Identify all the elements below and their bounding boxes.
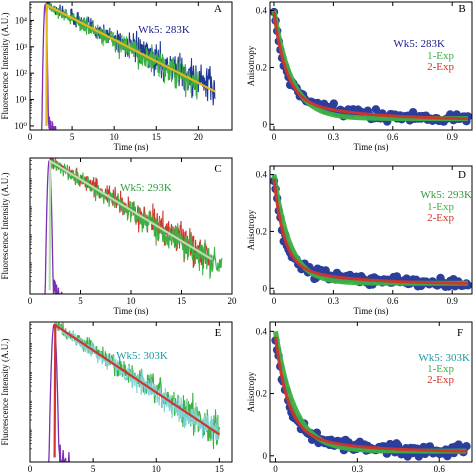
plot-frame xyxy=(29,157,233,295)
x-tick-label: 10 xyxy=(110,132,120,142)
x-tick-label: 10 xyxy=(152,464,162,474)
anisotropy-data-point xyxy=(329,99,338,108)
x-tick-label: 0 xyxy=(28,464,33,474)
plot-frame xyxy=(269,321,473,463)
x-tick-label: 15 xyxy=(152,132,162,142)
decay-data-trace xyxy=(54,322,220,458)
panel-d: 0 0.3 0.6 0.9 0 0.2 0.4 Time (ns) Anisotropy D Wk5… xyxy=(246,165,473,316)
panel-a: 0 5 10 15 20 10⁰ 10¹ 10² 10³ 10⁴ Time (ns) Fluoresc… xyxy=(0,1,233,152)
plot-frame xyxy=(269,165,473,295)
x-tick-label: 0.3 xyxy=(328,296,340,306)
plot-frame xyxy=(29,321,233,463)
fit-2-exp-curve xyxy=(272,11,469,121)
y-tick-label: 0.4 xyxy=(256,170,268,180)
plot-area xyxy=(270,174,472,291)
y-axis-label: Anisotropy xyxy=(246,45,256,86)
panel-letter: E xyxy=(215,327,222,339)
plot-area xyxy=(270,7,472,126)
fit-curve xyxy=(48,158,213,290)
x-tick-label: 0 xyxy=(272,296,277,306)
legend-entry-1-exp: 1-Exp xyxy=(427,363,454,375)
plot-area xyxy=(44,158,223,294)
plot-area xyxy=(40,2,216,130)
legend-entry-1-exp: 1-Exp xyxy=(427,50,454,62)
panel-letter: C xyxy=(214,163,221,175)
x-tick-label: 0.9 xyxy=(447,296,459,306)
y-tick-label: 0 xyxy=(263,283,268,293)
y-axis-label: Anisotropy xyxy=(246,371,256,412)
y-tick-label: 10¹ xyxy=(15,95,27,105)
x-tick-label: 0 xyxy=(273,464,278,474)
y-axis-label: Fluorescence Intensity (A.U.) xyxy=(0,173,10,280)
irf-curve xyxy=(47,323,71,462)
x-tick-label: 10 xyxy=(127,296,137,306)
y-tick-label: 0 xyxy=(263,119,268,129)
x-axis-label: Time (ns) xyxy=(114,306,149,316)
y-tick-label: 10⁴ xyxy=(15,15,27,25)
x-axis-label: Time (ns) xyxy=(114,142,149,152)
sample-annotation: Wk5: 283K xyxy=(138,24,190,36)
legend-entry-2-exp: 2-Exp xyxy=(427,374,454,386)
plot-area xyxy=(47,322,221,462)
y-tick-label: 0.2 xyxy=(256,389,267,399)
x-tick-label: 5 xyxy=(91,464,96,474)
x-tick-label: 5 xyxy=(78,296,83,306)
legend-entry-2-exp: 2-Exp xyxy=(427,61,454,73)
x-tick-label: 0 xyxy=(28,296,33,306)
sample-annotation: Wk5: 303K xyxy=(116,350,168,362)
x-tick-label: 5 xyxy=(70,132,75,142)
x-tick-label: 0.3 xyxy=(352,464,364,474)
panel-letter: B xyxy=(458,3,465,15)
x-axis-label: Time (ns) xyxy=(354,306,389,316)
panel-b: 0 0.3 0.6 0.9 0 0.2 0.4 Time (ns) Anisotropy B Wk5… xyxy=(246,1,473,152)
x-tick-label: 0 xyxy=(272,132,277,142)
y-axis-label: Anisotropy xyxy=(246,209,256,250)
y-tick-label: 10² xyxy=(15,68,27,78)
panel-letter: A xyxy=(214,3,222,15)
anisotropy-data-point xyxy=(462,442,471,451)
x-tick-label: 15 xyxy=(177,296,187,306)
x-axis-label: Time (ns) xyxy=(354,142,389,152)
x-tick-label: 0.6 xyxy=(387,132,399,142)
sample-annotation: Wk5: 293K xyxy=(120,182,172,194)
x-tick-label: 0.6 xyxy=(434,464,446,474)
panel-c: 0 5 10 15 20 Time (ns) Fluorescence Intensity … xyxy=(0,157,238,316)
plot-frame xyxy=(29,1,233,131)
y-tick-label: 0.4 xyxy=(256,6,268,16)
panel-e: 051015Time (ns)Fluorescence Intensity (A… xyxy=(0,321,233,474)
irf-curve xyxy=(40,3,57,130)
panel-letter: D xyxy=(458,169,466,181)
x-tick-label: 15 xyxy=(215,464,225,474)
x-tick-label: 0.9 xyxy=(447,132,459,142)
x-tick-label: 0.3 xyxy=(328,132,340,142)
legend-entry-2-exp: 2-Exp xyxy=(427,212,454,224)
decay-data-trace xyxy=(49,158,223,290)
x-tick-label: 20 xyxy=(194,132,204,142)
y-axis-label: Fluorescence Intensity (A.U.) xyxy=(0,13,10,120)
y-tick-label: 0.2 xyxy=(256,226,267,236)
x-tick-label: 0.6 xyxy=(387,296,399,306)
sample-annotation: Wk5: 303K xyxy=(418,352,470,364)
y-tick-label: 0.4 xyxy=(256,326,268,336)
fit-2-exp-curve xyxy=(274,336,467,453)
y-tick-label: 0 xyxy=(263,451,268,461)
y-axis-label: Fluorescence Intensity (A.U.) xyxy=(0,339,10,446)
sample-annotation: Wk5: 283K xyxy=(393,38,445,50)
fit-2-exp-curve xyxy=(272,178,468,285)
x-tick-label: 20 xyxy=(228,296,238,306)
y-tick-label: 0.2 xyxy=(256,62,267,72)
panel-letter: F xyxy=(457,327,463,339)
x-tick-label: 0 xyxy=(28,132,33,142)
plot-area xyxy=(271,330,471,461)
panel-f: 0 0.3 0.6 0 0.2 0.4 Anisotropy F Wk5: 303K1-Exp2… xyxy=(246,321,473,474)
sample-annotation: Wk5: 293K xyxy=(420,189,472,201)
legend-entry-1-exp: 1-Exp xyxy=(427,201,454,213)
plot-frame xyxy=(269,1,473,131)
y-tick-label: 10⁰ xyxy=(14,121,27,131)
fit-curve xyxy=(45,3,216,126)
fit-curve xyxy=(53,322,221,458)
irf-curve xyxy=(44,159,63,294)
y-tick-label: 10³ xyxy=(15,42,27,52)
